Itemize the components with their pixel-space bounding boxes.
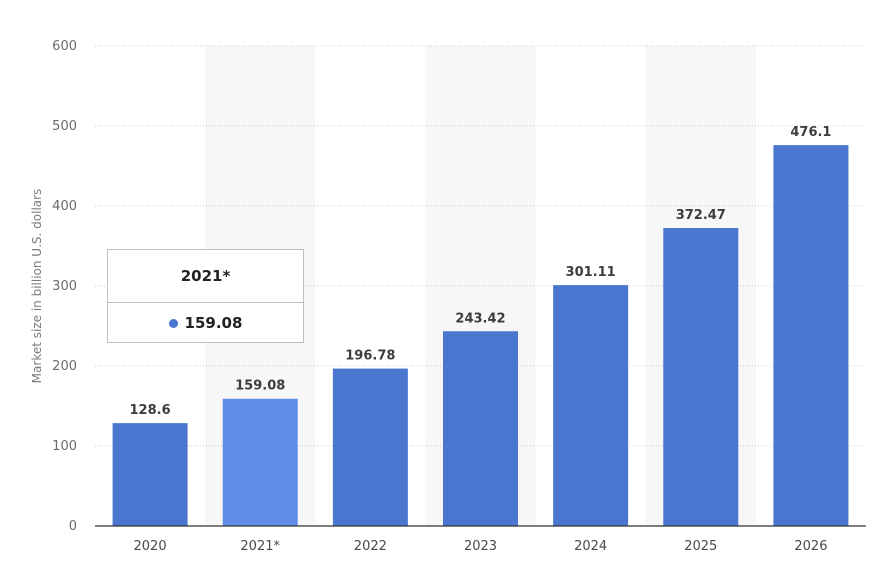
data-label-2021*: 159.08 — [235, 379, 285, 394]
x-axis-ticks: 2020 2021* 2022 2023 2024 2025 2026 — [134, 539, 828, 554]
x-tick-label-2020: 2020 — [134, 539, 167, 554]
data-label-2026: 476.1 — [790, 125, 831, 140]
y-tick-label: 300 — [52, 279, 77, 294]
x-tick-label-2025: 2025 — [684, 539, 717, 554]
y-tick-label: 0 — [69, 519, 77, 534]
y-tick-label: 100 — [52, 439, 77, 454]
bar-2025[interactable] — [663, 228, 739, 527]
x-tick-label-2023: 2023 — [464, 539, 497, 554]
data-label-2022: 196.78 — [345, 349, 395, 364]
y-axis-title: Market size in billion U.S. dollars — [30, 189, 44, 384]
y-tick-label: 500 — [52, 119, 77, 134]
bar-2020[interactable] — [112, 423, 188, 526]
bar-2022[interactable] — [332, 368, 408, 526]
tooltip-value: 159.08 — [184, 314, 243, 332]
tooltip: 2021* 159.08 — [107, 249, 304, 343]
bars — [112, 145, 849, 527]
data-labels: 128.6 159.08 196.78 243.42 301.11 372.47 476.1 — [130, 125, 832, 418]
x-tick-label-2024: 2024 — [574, 539, 607, 554]
data-label-2024: 301.11 — [566, 265, 616, 280]
tooltip-title: 2021* — [108, 250, 303, 303]
data-label-2020: 128.6 — [130, 403, 171, 418]
y-axis-ticks: 0 100 200 300 400 500 600 — [52, 39, 77, 534]
bar-2023[interactable] — [443, 331, 518, 526]
data-label-2025: 372.47 — [676, 208, 726, 223]
y-tick-label: 600 — [52, 39, 77, 54]
y-tick-label: 200 — [52, 359, 77, 374]
bar-2026[interactable] — [773, 145, 849, 526]
x-tick-label-2022: 2022 — [354, 539, 387, 554]
bar-2024[interactable] — [553, 285, 629, 526]
x-tick-label-2021*: 2021* — [240, 539, 280, 554]
data-label-2023: 243.42 — [455, 311, 505, 326]
bar-2021*[interactable] — [222, 398, 298, 526]
x-tick-label-2026: 2026 — [794, 539, 827, 554]
tooltip-row: 159.08 — [108, 303, 303, 343]
tooltip-series-dot — [168, 318, 178, 328]
y-tick-label: 400 — [52, 199, 77, 214]
